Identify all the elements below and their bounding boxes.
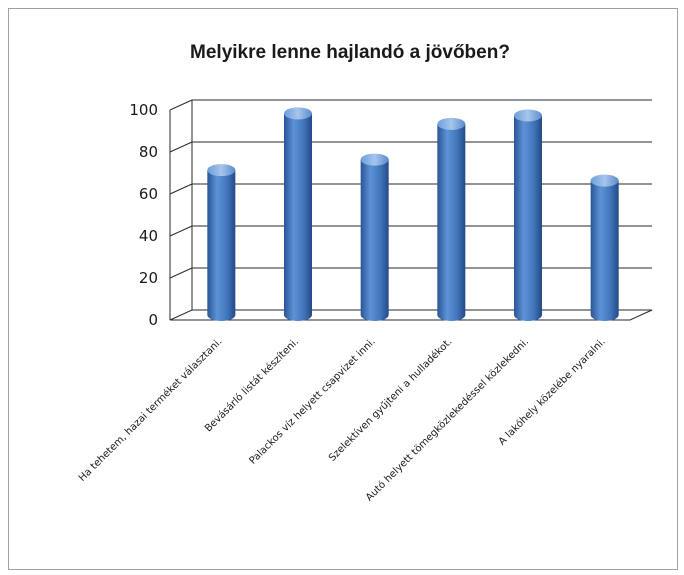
chart-floor xyxy=(169,309,653,321)
bar-cap xyxy=(284,107,312,120)
bar-cap xyxy=(590,174,619,187)
chart-title: Melyikre lenne hajlandó a jövőben? xyxy=(190,42,510,63)
bar-cap xyxy=(360,153,389,166)
y-tick-label: 80 xyxy=(139,143,158,161)
bar-body xyxy=(514,115,542,321)
bar-body xyxy=(284,113,312,322)
y-tick-label: 20 xyxy=(139,269,158,287)
chart-frame xyxy=(8,8,678,570)
bar xyxy=(590,174,619,321)
x-tick-label: Palackos víz helyett csapvizet inni. xyxy=(247,336,378,467)
y-tick-label: 40 xyxy=(139,227,158,245)
bar xyxy=(437,117,466,322)
gridline-side xyxy=(169,225,193,237)
bar-cap xyxy=(514,109,542,122)
bar-cap xyxy=(207,164,236,177)
bar xyxy=(360,153,389,321)
bar xyxy=(207,164,236,321)
y-tick-label: 100 xyxy=(129,101,158,119)
gridline-side xyxy=(169,267,193,279)
x-axis-labels: Ha tehetem, hazai terméket választani.Be… xyxy=(76,336,608,504)
x-tick-label: Szelektíven gyűjteni a hulladékot. xyxy=(326,336,454,464)
bar-body xyxy=(360,159,389,321)
bar xyxy=(284,107,312,322)
bar xyxy=(514,109,542,321)
gridline-side xyxy=(169,99,193,111)
y-tick-label: 0 xyxy=(148,311,158,329)
gridline-side xyxy=(169,183,193,195)
bar-body xyxy=(207,170,236,321)
bars-layer xyxy=(207,107,619,322)
bar-cap xyxy=(437,117,466,130)
x-tick-label: Ha tehetem, hazai terméket választani. xyxy=(76,336,224,484)
x-tick-label: Autó helyett tömegközlekedéssel közleked… xyxy=(363,336,531,504)
bar-body xyxy=(590,180,619,321)
gridline-side xyxy=(169,141,193,153)
bar-body xyxy=(437,123,466,322)
y-tick-label: 60 xyxy=(139,185,158,203)
